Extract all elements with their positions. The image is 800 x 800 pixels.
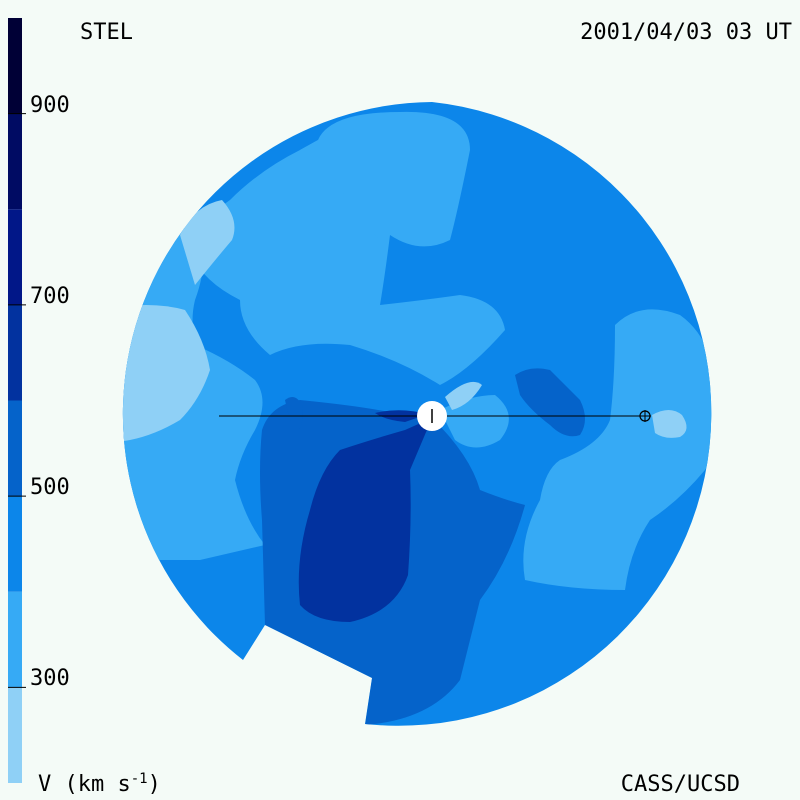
colorbar-segment-6 [8,113,22,210]
colorbar-segment-5 [8,209,22,305]
region-v600-core [298,418,432,622]
colorbar-segment-2 [8,496,22,592]
region-v500-east [515,368,585,437]
earth-marker [639,410,651,422]
colorbar-tick-label-2: 500 [30,475,70,501]
colorbar-segment-0 [8,687,22,783]
region-v200-northwest [180,200,235,285]
colorbar-segment-3 [8,400,22,497]
units-prefix: V (km s [38,772,131,797]
source-label: STEL [80,20,133,45]
units-label: V (km s-1) [38,772,161,796]
velocity-disk [122,102,712,726]
colorbar-tick-label-0: 900 [30,92,70,118]
region-v200-east [652,410,687,438]
colorbar-segment-4 [8,304,22,401]
velocity-colorbar [8,18,26,783]
region-v300-northwest [300,140,380,305]
units-suffix: ) [147,772,161,797]
colorbar-tick-label-1: 700 [30,283,70,309]
credit-label: CASS/UCSD [620,772,740,797]
region-v500-small [285,396,303,432]
colorbar-tick-label-3: 300 [30,666,70,692]
timestamp-label: 2001/04/03 03 UT [580,20,792,45]
colorbar-segment-7 [8,18,22,114]
units-exponent: -1 [130,771,148,787]
sun-marker [417,401,447,431]
region-v200-center [445,381,482,410]
region-v300-east [523,309,712,590]
colorbar-segment-1 [8,591,22,688]
